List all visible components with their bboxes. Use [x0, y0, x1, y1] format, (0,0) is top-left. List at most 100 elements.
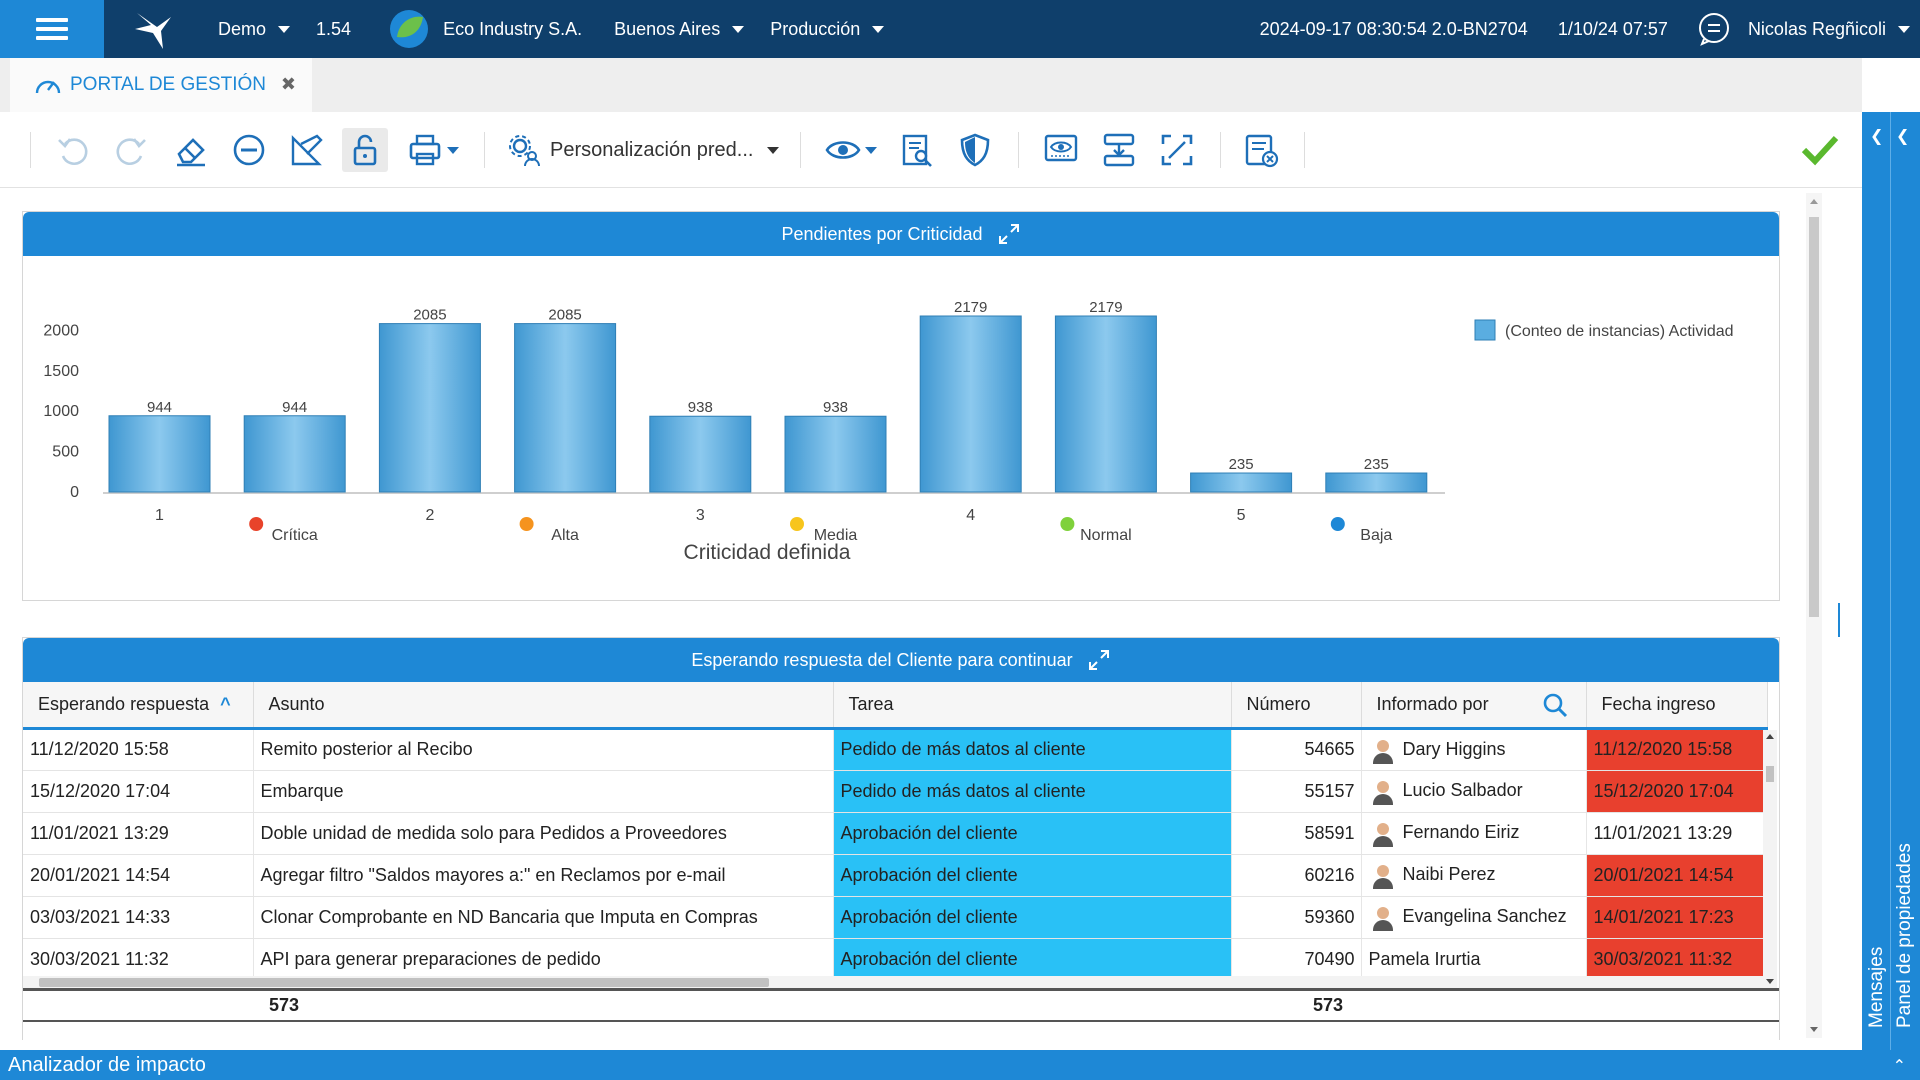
personalization-selector[interactable]: Personalización pred... — [506, 132, 780, 168]
view-button[interactable] — [820, 128, 882, 172]
column-header-numero[interactable]: Número — [1231, 682, 1362, 730]
table-row[interactable]: 20/01/2021 14:54 Agregar filtro "Saldos m… — [23, 854, 1768, 897]
inspect-document-button[interactable] — [894, 128, 940, 172]
bar-media[interactable] — [784, 415, 887, 493]
horizontal-scrollbar-thumb[interactable] — [39, 978, 769, 987]
cell-tarea[interactable]: Aprobación del cliente — [833, 938, 1232, 981]
hamburger-menu-button[interactable] — [0, 0, 104, 58]
cell-fecha[interactable]: 14/01/2021 17:23 — [1586, 896, 1768, 939]
cell-tarea[interactable]: Pedido de más datos al cliente — [833, 728, 1232, 771]
scroll-down-arrow[interactable] — [1766, 979, 1774, 984]
cell-tarea[interactable]: Aprobación del cliente — [833, 812, 1232, 855]
cell-esperando[interactable]: 30/03/2021 11:32 — [23, 938, 254, 981]
city-selector[interactable]: Buenos Aires — [614, 19, 745, 40]
column-header-fecha[interactable]: Fecha ingreso — [1586, 682, 1768, 730]
column-header-esperando[interactable]: Esperando respuesta ^ — [23, 682, 254, 730]
user-menu[interactable]: Nicolas Regñicoli — [1748, 19, 1910, 40]
cell-esperando[interactable]: 03/03/2021 14:33 — [23, 896, 254, 939]
column-header-tarea[interactable]: Tarea — [833, 682, 1232, 730]
messages-tab[interactable]: Mensajes — [1866, 946, 1887, 1028]
environment-selector[interactable]: Demo — [218, 19, 291, 40]
cell-numero[interactable]: 60216 — [1231, 854, 1362, 897]
cell-informado[interactable]: Dary Higgins — [1361, 728, 1587, 771]
bar-1[interactable] — [108, 415, 211, 493]
cell-asunto[interactable]: Embarque — [253, 770, 834, 813]
expand-icon[interactable] — [1087, 648, 1111, 672]
cell-esperando[interactable]: 11/12/2020 15:58 — [23, 728, 254, 771]
monitor-view-button[interactable] — [1038, 128, 1084, 172]
table-row[interactable]: 03/03/2021 14:33 Clonar Comprobante en ND… — [23, 896, 1768, 939]
legend-label[interactable]: (Conteo de instancias) Actividad — [1505, 323, 1734, 340]
cell-informado[interactable]: Fernando Eiriz — [1361, 812, 1587, 855]
properties-panel-tab[interactable]: Panel de propiedades — [1894, 843, 1915, 1028]
cell-numero[interactable]: 58591 — [1231, 812, 1362, 855]
cell-esperando[interactable]: 11/01/2021 13:29 — [23, 812, 254, 855]
vertical-scrollbar[interactable] — [1763, 730, 1777, 988]
column-header-asunto[interactable]: Asunto — [253, 682, 834, 730]
collapse-left-icon-secondary[interactable]: ❮ — [1896, 128, 1910, 145]
table-row[interactable]: 30/03/2021 11:32 API para generar prepara… — [23, 938, 1768, 981]
security-button[interactable] — [952, 128, 998, 172]
cell-asunto[interactable]: API para generar preparaciones de pedido — [253, 938, 834, 981]
panel-splitter[interactable] — [1838, 603, 1840, 637]
table-row[interactable]: 11/12/2020 15:58 Remito posterior al Reci… — [23, 728, 1768, 771]
cell-asunto[interactable]: Remito posterior al Recibo — [253, 728, 834, 771]
scrollbar-thumb[interactable] — [1766, 766, 1774, 782]
scroll-up-arrow[interactable] — [1766, 734, 1774, 739]
cell-informado[interactable]: Lucio Salbador — [1361, 770, 1587, 813]
cell-informado[interactable]: Pamela Irurtia — [1361, 938, 1587, 981]
scroll-down-arrow[interactable] — [1810, 1027, 1818, 1032]
sort-asc-icon[interactable]: ^ — [220, 693, 231, 714]
expand-icon[interactable] — [997, 222, 1021, 246]
eraser-button[interactable] — [168, 128, 214, 172]
cell-tarea[interactable]: Pedido de más datos al cliente — [833, 770, 1232, 813]
column-header-informado[interactable]: Informado por — [1361, 682, 1587, 730]
cell-numero[interactable]: 54665 — [1231, 728, 1362, 771]
cell-fecha[interactable]: 11/01/2021 13:29 — [1586, 812, 1768, 855]
table-row[interactable]: 11/01/2021 13:29 Doble unidad de medida s… — [23, 812, 1768, 855]
bar-crítica[interactable] — [243, 415, 346, 493]
design-button[interactable] — [284, 128, 330, 172]
cell-fecha[interactable]: 30/03/2021 11:32 — [1586, 938, 1768, 981]
expand-button[interactable] — [1154, 128, 1200, 172]
bar-4[interactable] — [919, 315, 1022, 493]
horizontal-scrollbar[interactable] — [23, 976, 1763, 988]
bar-2[interactable] — [378, 323, 481, 493]
bar-3[interactable] — [649, 415, 752, 493]
cell-fecha[interactable]: 15/12/2020 17:04 — [1586, 770, 1768, 813]
print-button[interactable] — [402, 128, 464, 172]
search-icon[interactable] — [1542, 692, 1568, 718]
close-icon[interactable]: ✖ — [280, 74, 296, 94]
mode-selector[interactable]: Producción — [770, 19, 885, 40]
redo-button[interactable] — [108, 128, 154, 172]
bar-5[interactable] — [1190, 472, 1293, 493]
undo-button[interactable] — [50, 128, 96, 172]
bar-alta[interactable] — [514, 323, 617, 493]
insert-row-button[interactable] — [1096, 128, 1142, 172]
remove-button[interactable] — [226, 128, 272, 172]
tab-portal-de-gestion[interactable]: PORTAL DE GESTIÓN ✖ — [10, 58, 312, 112]
cell-asunto[interactable]: Doble unidad de medida solo para Pedidos… — [253, 812, 834, 855]
cell-asunto[interactable]: Agregar filtro "Saldos mayores a:" en Re… — [253, 854, 834, 897]
cell-esperando[interactable]: 20/01/2021 14:54 — [23, 854, 254, 897]
clear-list-button[interactable] — [1238, 128, 1284, 172]
page-scrollbar[interactable] — [1806, 193, 1822, 1038]
company-name[interactable]: Eco Industry S.A. — [443, 18, 583, 39]
page-scrollbar-thumb[interactable] — [1809, 217, 1819, 617]
cell-fecha[interactable]: 11/12/2020 15:58 — [1586, 728, 1768, 771]
cell-asunto[interactable]: Clonar Comprobante en ND Bancaria que Im… — [253, 896, 834, 939]
cell-fecha[interactable]: 20/01/2021 14:54 — [1586, 854, 1768, 897]
unlock-button[interactable] — [342, 128, 388, 172]
cell-tarea[interactable]: Aprobación del cliente — [833, 896, 1232, 939]
bar-baja[interactable] — [1325, 472, 1428, 493]
cell-informado[interactable]: Naibi Perez — [1361, 854, 1587, 897]
confirm-checkmark-icon[interactable] — [1800, 130, 1840, 170]
scroll-up-arrow[interactable] — [1810, 199, 1818, 204]
impact-analyzer-bar[interactable]: Analizador de impacto ⌃ — [0, 1050, 1920, 1080]
cell-tarea[interactable]: Aprobación del cliente — [833, 854, 1232, 897]
collapse-left-icon[interactable]: ❮ — [1870, 128, 1884, 145]
cell-esperando[interactable]: 15/12/2020 17:04 — [23, 770, 254, 813]
chat-icon[interactable] — [1696, 11, 1732, 47]
cell-informado[interactable]: Evangelina Sanchez — [1361, 896, 1587, 939]
chevron-up-icon[interactable]: ⌃ — [1892, 1058, 1906, 1075]
